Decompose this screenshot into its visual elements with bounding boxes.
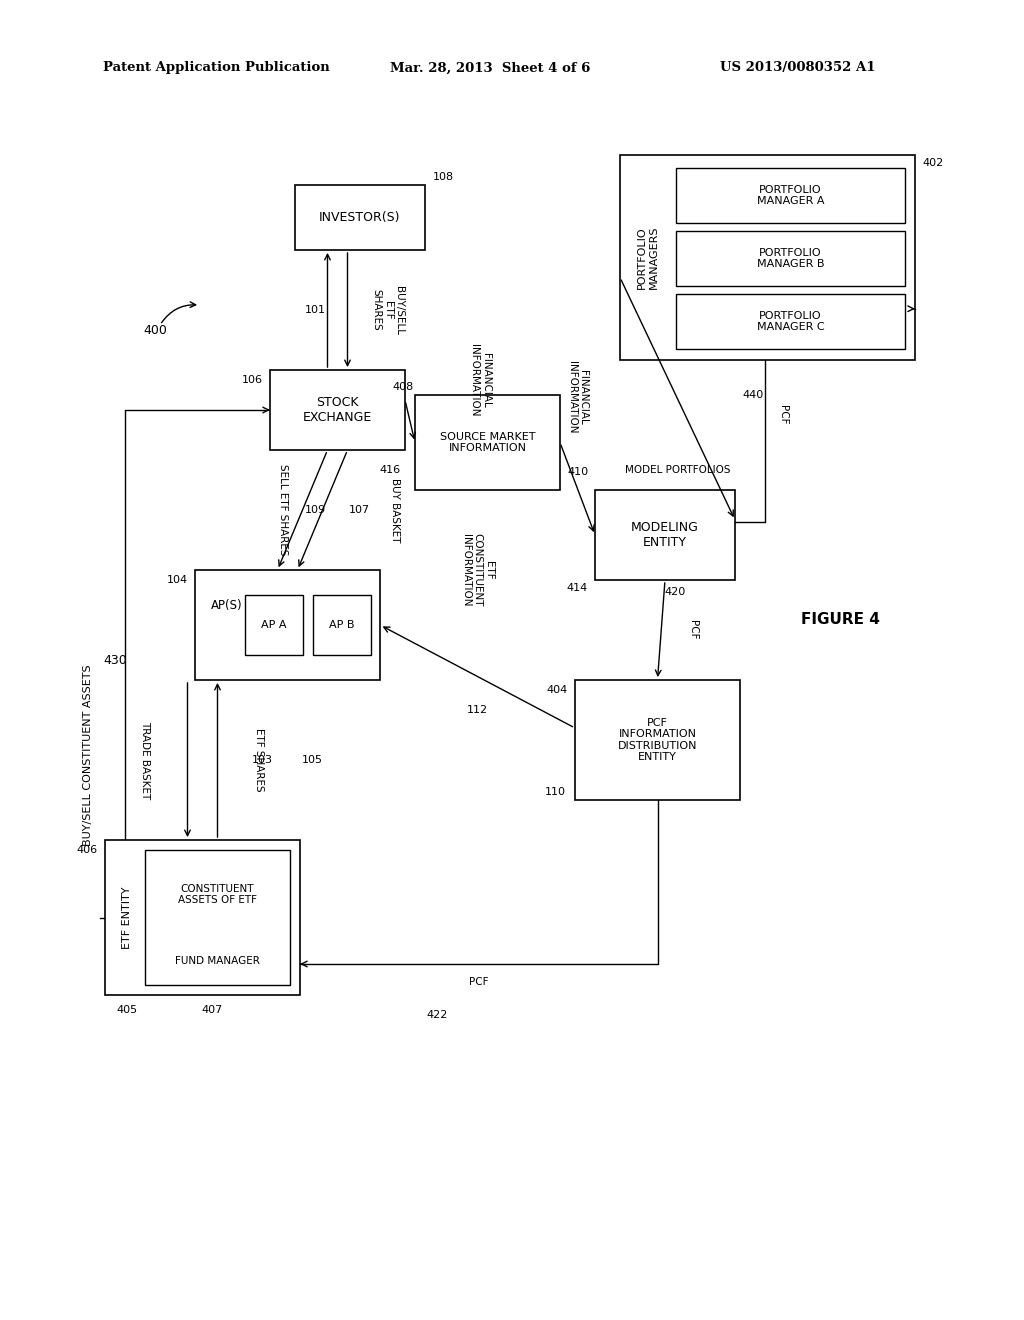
Text: 400: 400 <box>143 323 167 337</box>
Bar <box>245 595 303 655</box>
Text: AP B: AP B <box>330 620 354 630</box>
Text: BUY BASKET: BUY BASKET <box>390 478 400 543</box>
Text: 106: 106 <box>242 375 262 385</box>
Bar <box>295 185 425 249</box>
Text: MODEL PORTFOLIOS: MODEL PORTFOLIOS <box>625 465 730 475</box>
Text: AP A: AP A <box>261 620 287 630</box>
Text: 430: 430 <box>103 653 127 667</box>
Text: 108: 108 <box>432 172 454 182</box>
Text: PORTFOLIO
MANAGER B: PORTFOLIO MANAGER B <box>757 248 824 269</box>
Text: PCF
INFORMATION
DISTRIBUTION
ENTITY: PCF INFORMATION DISTRIBUTION ENTITY <box>617 718 697 763</box>
Text: PCF: PCF <box>688 620 698 640</box>
Bar <box>676 168 905 223</box>
Text: FIGURE 4: FIGURE 4 <box>801 612 880 627</box>
Text: SOURCE MARKET
INFORMATION: SOURCE MARKET INFORMATION <box>439 432 536 453</box>
Text: 404: 404 <box>547 685 567 696</box>
Text: 101: 101 <box>305 305 326 315</box>
Text: 422: 422 <box>427 1010 449 1020</box>
Text: 414: 414 <box>566 583 588 593</box>
Text: 402: 402 <box>923 158 944 168</box>
Bar <box>595 490 735 579</box>
Bar <box>313 595 371 655</box>
Text: 107: 107 <box>349 506 370 515</box>
Text: PCF: PCF <box>778 405 788 425</box>
Text: Mar. 28, 2013  Sheet 4 of 6: Mar. 28, 2013 Sheet 4 of 6 <box>390 62 591 74</box>
Text: ETF SHARES: ETF SHARES <box>255 729 264 792</box>
Text: 416: 416 <box>380 465 400 475</box>
Bar <box>195 570 380 680</box>
Text: PCF: PCF <box>469 977 488 987</box>
Text: STOCK
EXCHANGE: STOCK EXCHANGE <box>303 396 372 424</box>
Text: PORTFOLIO
MANAGER C: PORTFOLIO MANAGER C <box>757 310 824 333</box>
Text: 104: 104 <box>167 576 187 585</box>
Text: 105: 105 <box>302 755 323 766</box>
Text: US 2013/0080352 A1: US 2013/0080352 A1 <box>720 62 876 74</box>
Text: 405: 405 <box>117 1005 137 1015</box>
Bar <box>676 294 905 348</box>
Bar <box>676 231 905 286</box>
Text: ETF ENTITY: ETF ENTITY <box>122 886 132 949</box>
Bar <box>620 154 915 360</box>
Text: PORTFOLIO
MANAGER A: PORTFOLIO MANAGER A <box>757 185 824 206</box>
Text: INVESTOR(S): INVESTOR(S) <box>319 211 400 224</box>
Bar <box>575 680 740 800</box>
Text: 410: 410 <box>567 467 588 477</box>
Text: CONSTITUENT
ASSETS OF ETF: CONSTITUENT ASSETS OF ETF <box>178 884 257 906</box>
Text: BUY/SELL
ETF
SHARES: BUY/SELL ETF SHARES <box>371 285 404 334</box>
Text: 420: 420 <box>665 587 686 597</box>
Text: FUND MANAGER: FUND MANAGER <box>175 956 260 966</box>
Text: 406: 406 <box>77 845 97 855</box>
Text: TRADE BASKET: TRADE BASKET <box>140 721 151 799</box>
Text: FINANCIAL
INFORMATION: FINANCIAL INFORMATION <box>566 362 589 434</box>
Text: MODELING
ENTITY: MODELING ENTITY <box>631 521 699 549</box>
Bar <box>415 395 560 490</box>
Text: 440: 440 <box>742 389 764 400</box>
Text: Patent Application Publication: Patent Application Publication <box>103 62 330 74</box>
Text: BUY/SELL CONSTITUENT ASSETS: BUY/SELL CONSTITUENT ASSETS <box>83 664 93 846</box>
Text: 408: 408 <box>392 381 414 392</box>
Text: AP(S): AP(S) <box>211 598 243 611</box>
Bar <box>145 850 290 985</box>
Bar <box>105 840 300 995</box>
Text: 109: 109 <box>305 506 326 515</box>
Text: ETF
CONSTITUENT
INFORMATION: ETF CONSTITUENT INFORMATION <box>461 533 495 607</box>
Bar <box>270 370 406 450</box>
Text: 112: 112 <box>467 705 488 715</box>
Text: PORTFOLIO
MANAGERS: PORTFOLIO MANAGERS <box>637 226 658 289</box>
Text: FINANCIAL
INFORMATION: FINANCIAL INFORMATION <box>469 343 490 416</box>
Text: 407: 407 <box>202 1005 223 1015</box>
Text: SELL ETF SHARES: SELL ETF SHARES <box>278 465 288 556</box>
Text: 110: 110 <box>545 787 565 797</box>
Text: 103: 103 <box>252 755 273 766</box>
